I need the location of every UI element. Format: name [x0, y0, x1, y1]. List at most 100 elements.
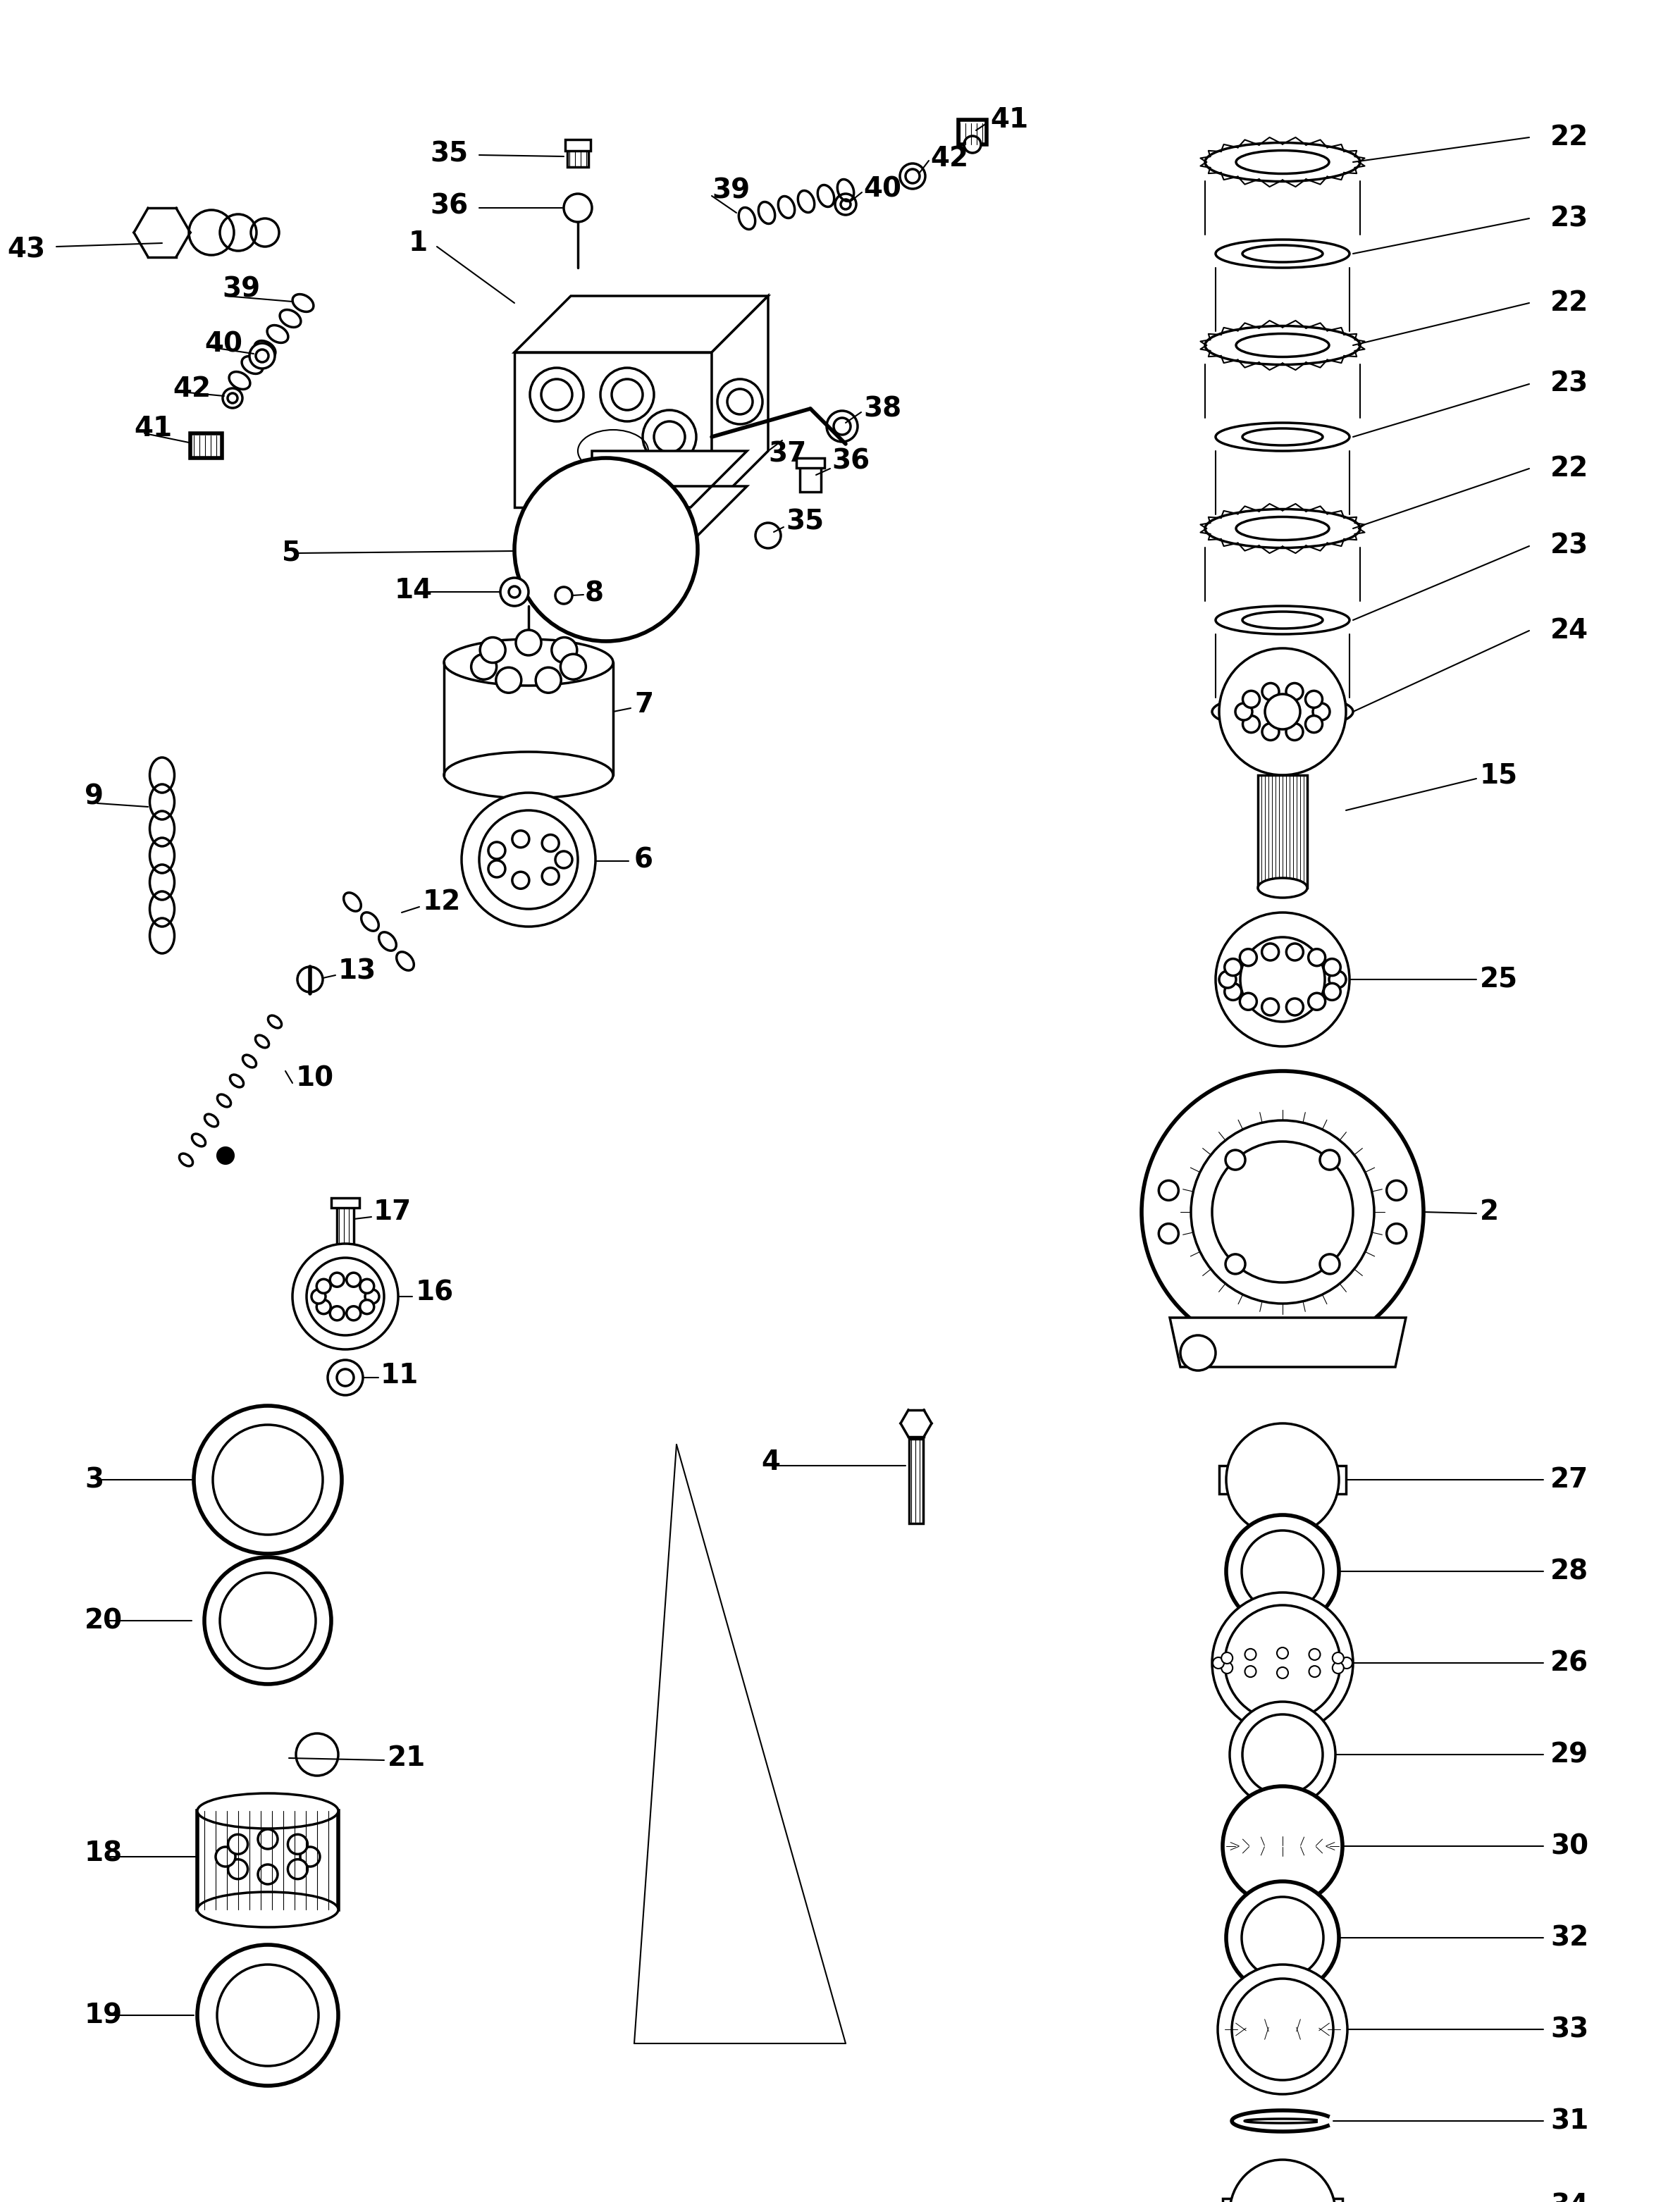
Text: 43: 43 [7, 238, 45, 264]
Circle shape [215, 1847, 235, 1867]
Text: 7: 7 [635, 691, 654, 718]
Circle shape [1287, 683, 1304, 700]
Circle shape [1226, 1422, 1339, 1537]
Text: 29: 29 [1551, 1742, 1589, 1768]
Text: 22: 22 [1551, 123, 1589, 150]
Ellipse shape [1236, 150, 1329, 174]
Circle shape [1312, 702, 1331, 720]
Circle shape [227, 394, 237, 403]
Circle shape [1181, 1334, 1216, 1370]
Bar [1258, 775, 1307, 887]
Text: 23: 23 [1551, 533, 1589, 559]
Circle shape [551, 636, 576, 663]
Text: 40: 40 [864, 176, 900, 203]
Circle shape [1220, 971, 1236, 989]
Circle shape [205, 1557, 331, 1685]
Ellipse shape [1211, 694, 1352, 729]
Circle shape [1341, 1658, 1352, 1669]
Circle shape [1309, 1667, 1320, 1678]
Circle shape [249, 344, 276, 368]
Circle shape [1221, 1652, 1233, 1665]
Polygon shape [536, 451, 748, 542]
Circle shape [1262, 942, 1278, 960]
Polygon shape [514, 295, 768, 352]
Ellipse shape [1243, 612, 1322, 628]
Circle shape [462, 793, 595, 927]
Text: 1: 1 [408, 229, 428, 255]
Text: 3: 3 [84, 1467, 104, 1493]
Circle shape [328, 1361, 363, 1396]
Text: 23: 23 [1551, 370, 1589, 396]
Text: 5: 5 [282, 539, 301, 566]
Text: 35: 35 [430, 141, 469, 167]
Circle shape [1332, 1652, 1344, 1665]
Circle shape [1223, 1786, 1342, 1907]
Ellipse shape [1216, 423, 1349, 451]
Text: 33: 33 [1551, 2017, 1589, 2043]
Circle shape [1324, 958, 1341, 975]
Text: 10: 10 [296, 1066, 334, 1092]
Circle shape [1287, 998, 1304, 1015]
Circle shape [193, 1405, 341, 1555]
Bar [331, 1198, 360, 1207]
Circle shape [1243, 716, 1260, 733]
Circle shape [1332, 1663, 1344, 1674]
Circle shape [536, 667, 561, 694]
Text: 20: 20 [84, 1607, 123, 1634]
Circle shape [1242, 1530, 1324, 1612]
Circle shape [297, 967, 323, 993]
Circle shape [1235, 702, 1252, 720]
Circle shape [906, 170, 919, 183]
Circle shape [1324, 984, 1341, 1000]
Polygon shape [514, 352, 712, 506]
Circle shape [1240, 949, 1257, 967]
Bar [190, 434, 222, 458]
Circle shape [338, 1370, 354, 1385]
Circle shape [833, 418, 850, 434]
Circle shape [287, 1834, 307, 1854]
Circle shape [316, 1299, 331, 1315]
Circle shape [827, 412, 857, 443]
Text: 11: 11 [381, 1363, 418, 1389]
Circle shape [217, 1147, 234, 1165]
Polygon shape [712, 295, 768, 506]
Circle shape [1262, 683, 1278, 700]
Ellipse shape [1205, 509, 1361, 548]
Text: 42: 42 [931, 145, 968, 172]
Text: 40: 40 [205, 330, 242, 357]
Circle shape [1305, 716, 1322, 733]
Text: 22: 22 [1551, 291, 1589, 317]
Circle shape [1213, 1658, 1225, 1669]
Circle shape [1245, 1667, 1257, 1678]
Circle shape [840, 200, 850, 209]
Circle shape [365, 1290, 380, 1304]
Circle shape [1245, 1649, 1257, 1660]
Text: 37: 37 [768, 440, 806, 467]
Text: 19: 19 [84, 2002, 123, 2028]
Ellipse shape [1243, 429, 1322, 445]
Circle shape [543, 835, 559, 852]
Ellipse shape [1236, 335, 1329, 357]
Circle shape [1230, 1702, 1336, 1808]
Circle shape [1305, 691, 1322, 707]
Circle shape [1142, 1070, 1423, 1352]
Text: 13: 13 [338, 958, 376, 984]
Bar [958, 119, 986, 145]
Circle shape [1243, 1715, 1322, 1795]
Text: 27: 27 [1551, 1467, 1589, 1493]
Text: 36: 36 [430, 194, 469, 220]
Circle shape [556, 588, 573, 603]
Circle shape [228, 1858, 247, 1878]
Text: 12: 12 [423, 890, 460, 916]
Circle shape [255, 350, 269, 361]
Circle shape [301, 1847, 319, 1867]
Circle shape [470, 654, 497, 680]
Text: 16: 16 [415, 1279, 454, 1306]
Circle shape [1386, 1180, 1406, 1200]
Circle shape [1191, 1121, 1374, 1304]
Circle shape [1309, 1649, 1320, 1660]
Circle shape [1218, 1964, 1347, 2094]
Circle shape [1216, 912, 1349, 1046]
Text: 4: 4 [761, 1449, 780, 1475]
Circle shape [346, 1273, 361, 1286]
